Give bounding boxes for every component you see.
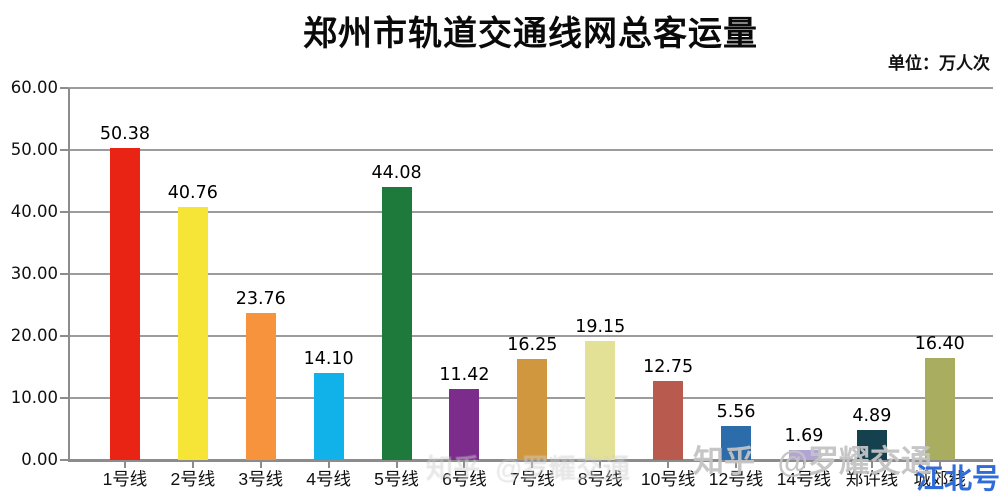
watermark-zhihu: 知乎 @罗耀交通 bbox=[693, 444, 932, 479]
bar-value-label: 40.76 bbox=[167, 183, 218, 204]
bar-value-label: 16.25 bbox=[507, 335, 558, 356]
x-axis-tick bbox=[735, 461, 738, 468]
x-axis-tick bbox=[938, 461, 941, 468]
bar-value-label: 19.15 bbox=[575, 317, 626, 338]
x-axis-label: 3号线 bbox=[238, 469, 284, 489]
y-axis-tick bbox=[60, 397, 68, 399]
y-axis-label: 0.00 bbox=[21, 450, 58, 469]
bar-8号线 bbox=[585, 341, 616, 460]
y-axis-label: 50.00 bbox=[10, 140, 58, 159]
x-axis-tick bbox=[191, 461, 194, 468]
bar-5号线 bbox=[381, 186, 412, 460]
y-axis-tick bbox=[60, 149, 68, 151]
bar-6号线 bbox=[449, 389, 480, 460]
y-axis-label: 60.00 bbox=[10, 78, 58, 97]
x-axis-line bbox=[68, 459, 993, 462]
y-axis-tick bbox=[60, 211, 68, 213]
x-axis-tick bbox=[531, 461, 534, 468]
bar-7号线 bbox=[517, 359, 548, 460]
x-axis-label: 6号线 bbox=[442, 469, 487, 489]
bar-value-label: 12.75 bbox=[643, 356, 694, 377]
watermark-corner-badge: 江北号 bbox=[916, 463, 1001, 494]
bar-12号线 bbox=[721, 425, 752, 460]
y-axis-label: 30.00 bbox=[10, 264, 58, 283]
x-axis-label: 2号线 bbox=[170, 469, 216, 489]
bar-value-label: 5.56 bbox=[716, 401, 756, 422]
bar-value-label: 16.40 bbox=[914, 334, 965, 355]
x-axis-tick bbox=[123, 461, 126, 468]
bar-4号线 bbox=[313, 372, 344, 460]
bar-郑许线 bbox=[856, 429, 887, 460]
x-axis-tick bbox=[599, 461, 602, 468]
y-axis-tick bbox=[60, 459, 68, 461]
x-axis-label: 4号线 bbox=[306, 469, 351, 489]
y-axis-tick bbox=[60, 273, 68, 275]
watermark-faint: 知乎 @罗耀交通 bbox=[426, 454, 630, 484]
bar-value-label: 50.38 bbox=[99, 123, 150, 144]
bar-城郊线 bbox=[924, 358, 955, 460]
bar-3号线 bbox=[245, 312, 276, 460]
page-title: 郑州市轨道交通线网总客运量 bbox=[303, 15, 758, 53]
x-axis-tick bbox=[463, 461, 466, 468]
bar-value-label: 4.89 bbox=[852, 405, 892, 426]
unit-label: 单位：万人次 bbox=[888, 54, 990, 73]
y-axis-label: 20.00 bbox=[10, 326, 58, 345]
bar-value-label: 1.69 bbox=[784, 425, 824, 446]
x-axis-label: 8号线 bbox=[577, 469, 623, 489]
gridline bbox=[68, 149, 993, 151]
x-axis-label: 7号线 bbox=[509, 469, 555, 489]
x-axis-tick bbox=[327, 461, 330, 468]
y-axis-tick bbox=[60, 335, 68, 337]
bar-value-label: 11.42 bbox=[439, 365, 490, 386]
bar-value-label: 23.76 bbox=[235, 288, 286, 309]
y-axis-label: 10.00 bbox=[10, 388, 58, 407]
x-axis-label: 14号线 bbox=[776, 469, 832, 489]
x-axis-tick bbox=[259, 461, 262, 468]
x-axis-tick bbox=[802, 461, 805, 468]
x-axis-tick bbox=[395, 461, 398, 468]
x-axis-tick bbox=[667, 461, 670, 468]
x-axis-label: 10号线 bbox=[640, 469, 696, 489]
gridline bbox=[68, 87, 993, 89]
bar-value-label: 44.08 bbox=[371, 162, 422, 183]
bar-14号线 bbox=[788, 449, 819, 460]
y-axis-line bbox=[68, 88, 70, 460]
gridline bbox=[68, 335, 993, 337]
y-axis-label: 40.00 bbox=[10, 202, 58, 221]
bar-10号线 bbox=[653, 380, 684, 460]
y-axis-tick bbox=[60, 87, 68, 89]
x-axis-label: 5号线 bbox=[374, 469, 419, 489]
gridline bbox=[68, 211, 993, 213]
gridline bbox=[68, 273, 993, 275]
x-axis-tick bbox=[870, 461, 873, 468]
x-axis-label: 12号线 bbox=[708, 469, 764, 489]
x-axis-label: 1号线 bbox=[102, 469, 148, 489]
bar-1号线 bbox=[109, 147, 140, 460]
bar-2号线 bbox=[177, 207, 208, 460]
bar-value-label: 14.10 bbox=[303, 348, 354, 369]
x-axis-label: 郑许线 bbox=[845, 469, 899, 489]
x-axis-label: 城郊线 bbox=[913, 469, 966, 489]
